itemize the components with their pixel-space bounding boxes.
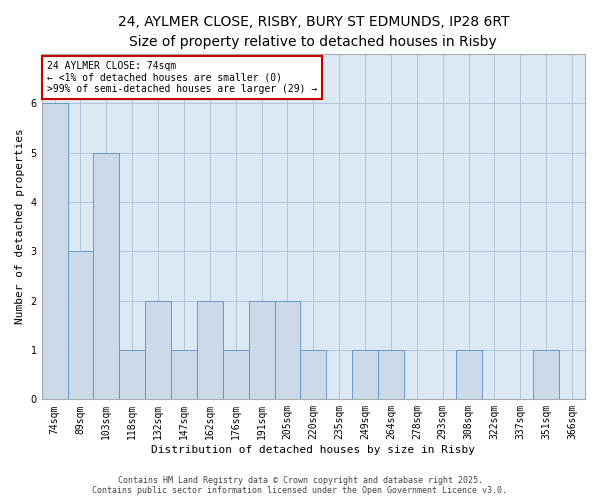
Bar bbox=[145, 300, 171, 400]
Bar bbox=[119, 350, 145, 400]
Y-axis label: Number of detached properties: Number of detached properties bbox=[15, 128, 25, 324]
Bar bbox=[455, 350, 482, 400]
Bar bbox=[94, 152, 119, 400]
Bar bbox=[301, 350, 326, 400]
Text: Contains HM Land Registry data © Crown copyright and database right 2025.
Contai: Contains HM Land Registry data © Crown c… bbox=[92, 476, 508, 495]
Bar bbox=[223, 350, 248, 400]
Bar bbox=[378, 350, 404, 400]
Bar bbox=[533, 350, 559, 400]
Bar bbox=[41, 103, 68, 400]
Title: 24, AYLMER CLOSE, RISBY, BURY ST EDMUNDS, IP28 6RT
Size of property relative to : 24, AYLMER CLOSE, RISBY, BURY ST EDMUNDS… bbox=[118, 15, 509, 48]
Text: 24 AYLMER CLOSE: 74sqm
← <1% of detached houses are smaller (0)
>99% of semi-det: 24 AYLMER CLOSE: 74sqm ← <1% of detached… bbox=[47, 60, 317, 94]
Bar bbox=[197, 300, 223, 400]
Bar bbox=[248, 300, 275, 400]
X-axis label: Distribution of detached houses by size in Risby: Distribution of detached houses by size … bbox=[151, 445, 475, 455]
Bar bbox=[171, 350, 197, 400]
Bar bbox=[352, 350, 378, 400]
Bar bbox=[68, 252, 94, 400]
Bar bbox=[275, 300, 301, 400]
